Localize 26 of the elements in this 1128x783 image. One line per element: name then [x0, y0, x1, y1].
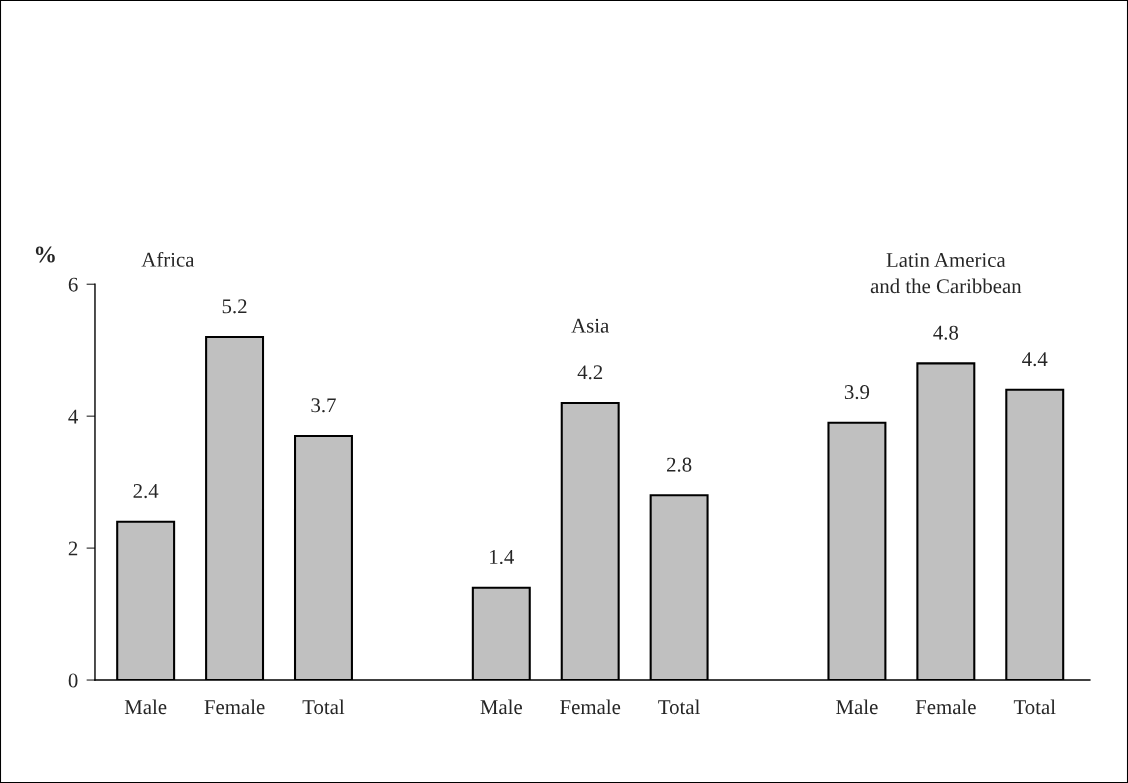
- x-tick-label: Female: [204, 699, 265, 715]
- x-tick-label: Male: [836, 699, 878, 715]
- x-tick-label: Total: [1013, 699, 1056, 715]
- y-axis-title: %: [35, 246, 55, 263]
- annotation: Asia: [571, 318, 610, 333]
- x-tick-label: Male: [480, 699, 522, 715]
- y-tick-label: 0: [68, 673, 78, 688]
- data-label: 2.4: [133, 484, 159, 499]
- data-label: 1.4: [490, 550, 514, 565]
- data-label: 4.2: [577, 365, 603, 380]
- x-tick-label: Male: [124, 699, 167, 715]
- y-tick-label: 2: [68, 541, 78, 556]
- data-label: 3.9: [844, 385, 870, 400]
- x-tick-label: Total: [302, 699, 345, 715]
- data-label: 5.2: [222, 299, 247, 314]
- data-label: 3.7: [311, 398, 336, 413]
- x-tick-label: Female: [915, 699, 976, 715]
- data-label: 4.8: [933, 325, 959, 340]
- text: Africa: [141, 251, 195, 267]
- data-label: 2.8: [667, 457, 692, 472]
- x-tick-label: Female: [560, 699, 621, 715]
- data-label: 4.4: [1022, 352, 1048, 367]
- y-tick-label: 6: [68, 277, 78, 292]
- x-tick-label: Total: [658, 699, 700, 715]
- y-tick-label: 4: [68, 409, 78, 424]
- annotation: Latin America and the Caribbean: [870, 253, 1022, 294]
